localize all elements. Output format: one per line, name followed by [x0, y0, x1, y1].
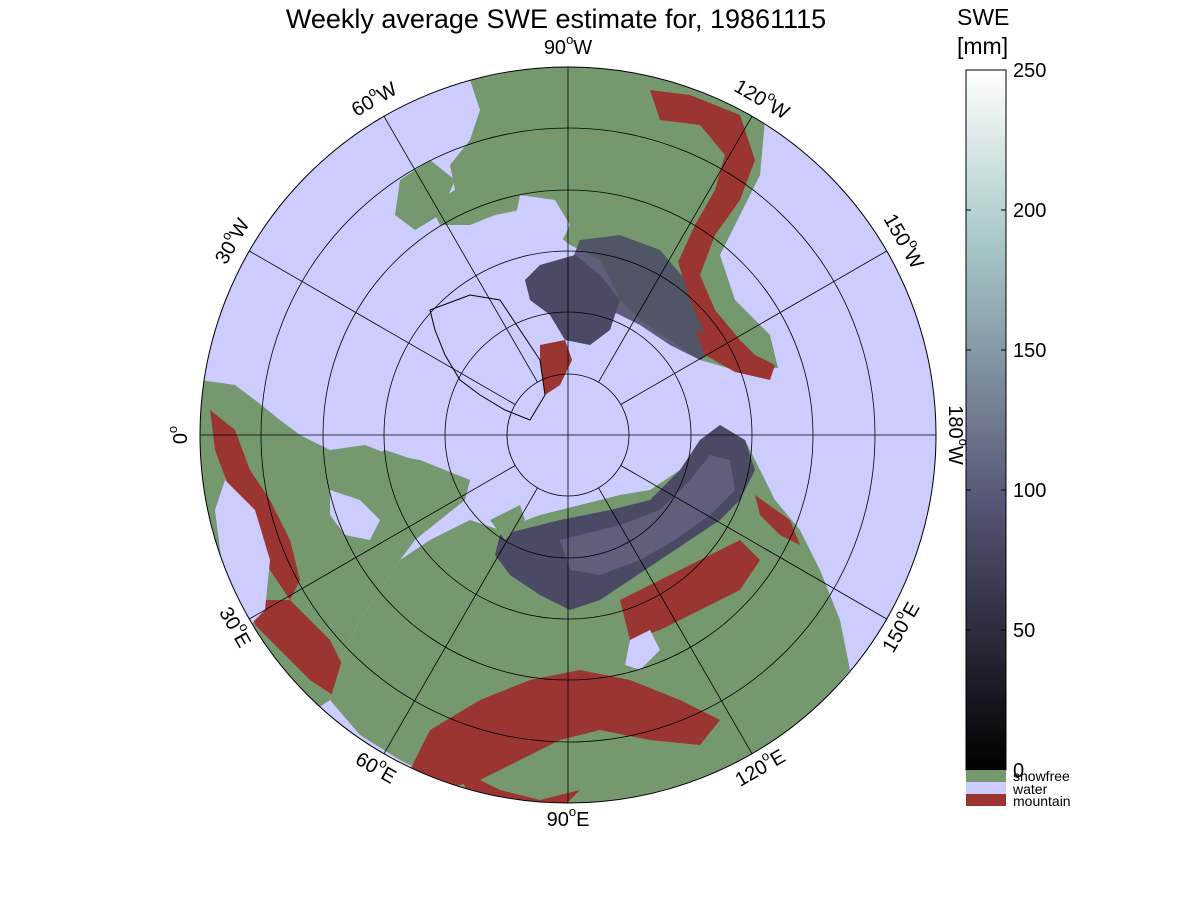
meridian-line [383, 116, 538, 383]
colorbar-tick-label: 200 [1013, 200, 1046, 222]
colorbar-tick-label: 150 [1013, 340, 1046, 362]
meridians [200, 67, 936, 803]
map-frame [199, 66, 937, 804]
colorbar: 0 50 100 150 200 250 snowfree water mountain [965, 60, 1071, 809]
colorbar-tick-label: 50 [1013, 620, 1035, 642]
colorbar-tick-label: 0 [1013, 760, 1024, 782]
legend-label-snowfree: snowfree [1013, 768, 1070, 784]
legend-swatch-mountain [966, 794, 1006, 806]
mountain-alps-europe [210, 410, 300, 600]
longitude-label: 90oE [547, 804, 590, 831]
greenland-outline [429, 294, 546, 421]
meridian-line [598, 487, 753, 754]
mountain-kamchatka [755, 495, 800, 545]
meridian-line [620, 465, 887, 620]
map-title: Weekly average SWE estimate for, 1986111… [285, 4, 827, 34]
land-scandinavia [360, 450, 455, 525]
legend-swatch-snowfree [966, 770, 1006, 782]
legend-label-water: water [1012, 781, 1048, 797]
mountain-alaska [695, 330, 775, 380]
meridian-line [249, 465, 516, 620]
longitude-label: 0o [165, 426, 192, 444]
land-kamchatka [800, 540, 845, 660]
mountain-central-asia [410, 670, 720, 790]
colorbar-gradient [965, 69, 1007, 771]
meridian-line [383, 487, 538, 754]
water-baltic [330, 490, 380, 540]
water-hudson-bay [515, 195, 570, 245]
colorbar-title: SWE [mm] [957, 3, 1009, 61]
colorbar-label-variable: SWE [957, 4, 1010, 30]
mountain-ellesmere [540, 340, 572, 395]
longitude-label: 90oW [544, 32, 592, 59]
snow-siberia [495, 425, 755, 610]
longitude-label: 180oW [944, 405, 971, 465]
meridian-line [598, 116, 753, 383]
graticule [200, 67, 936, 803]
mountain-east-siberia [620, 540, 760, 640]
colorbar-tick-label: 100 [1013, 480, 1046, 502]
canadian-archipelago [525, 255, 620, 345]
colorbar-tick-label: 250 [1013, 60, 1046, 82]
deep-snow-siberia [560, 455, 735, 575]
water-lake-baikal [625, 630, 660, 670]
legend-label-mountain: mountain [1013, 793, 1071, 809]
meridian-line [620, 250, 887, 405]
globe [200, 67, 936, 803]
mountain-rockies [650, 90, 760, 362]
legend-swatch-water [966, 782, 1006, 794]
mountain-turkey-caucasus [250, 600, 350, 700]
colorbar-ticks: 0 50 100 150 200 250 [966, 60, 1046, 782]
arctic-islands [490, 505, 525, 540]
meridian-line [249, 250, 516, 405]
colorbar-label-units: [mm] [957, 33, 1009, 59]
